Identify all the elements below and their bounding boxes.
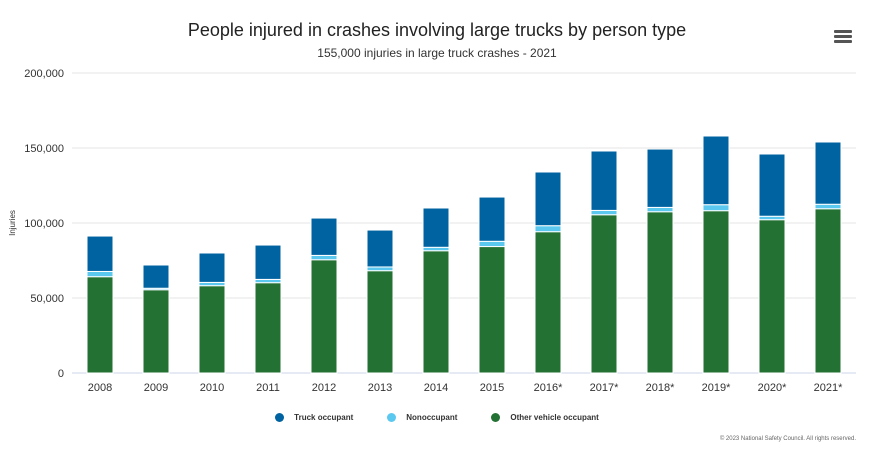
bar-nonoccupant[interactable] (590, 209, 618, 216)
bar-nonoccupant[interactable] (310, 254, 338, 261)
y-axis-label: Injuries (8, 210, 17, 236)
bar-nonoccupant[interactable] (646, 206, 674, 213)
bar-other-vehicle-occupant[interactable] (534, 231, 562, 374)
legend-label: Truck occupant (294, 413, 354, 422)
legend: Truck occupant Nonoccupant Other vehicle o… (0, 413, 874, 422)
x-tick-label: 2019* (702, 382, 731, 394)
bar-truck-occupant[interactable] (142, 264, 170, 289)
bar-nonoccupant[interactable] (478, 240, 506, 248)
x-tick-label: 2011 (256, 382, 280, 394)
bar-truck-occupant[interactable] (422, 207, 450, 248)
y-tick-label: 0 (58, 368, 64, 380)
x-tick-label: 2016* (534, 382, 563, 394)
bar-other-vehicle-occupant[interactable] (254, 282, 282, 374)
y-tick-label: 200,000 (24, 68, 64, 80)
legend-item[interactable]: Other vehicle occupant (491, 413, 599, 422)
bar-truck-occupant[interactable] (646, 148, 674, 208)
bar-other-vehicle-occupant[interactable] (590, 214, 618, 374)
bar-nonoccupant[interactable] (366, 266, 394, 272)
bar-other-vehicle-occupant[interactable] (366, 270, 394, 374)
x-tick-label: 2021* (814, 382, 843, 394)
bar-other-vehicle-occupant[interactable] (86, 276, 114, 374)
credits: © 2023 National Safety Council. All righ… (719, 436, 856, 442)
bar-other-vehicle-occupant[interactable] (142, 289, 170, 374)
legend-item[interactable]: Nonoccupant (387, 413, 457, 422)
bar-nonoccupant[interactable] (702, 204, 730, 212)
x-tick-label: 2008 (88, 382, 112, 394)
bar-other-vehicle-occupant[interactable] (646, 211, 674, 374)
y-tick-label: 50,000 (30, 293, 64, 305)
chart-subtitle: 155,000 injuries in large truck crashes … (317, 46, 557, 60)
y-tick-label: 100,000 (24, 218, 64, 230)
chart-title: People injured in crashes involving larg… (187, 20, 687, 40)
bar-truck-occupant[interactable] (254, 244, 282, 280)
x-tick-label: 2014 (424, 382, 448, 394)
bar-other-vehicle-occupant[interactable] (310, 259, 338, 374)
x-tick-label: 2017* (590, 382, 619, 394)
x-tick-label: 2012 (312, 382, 336, 394)
bar-nonoccupant[interactable] (758, 215, 786, 221)
bar-other-vehicle-occupant[interactable] (198, 285, 226, 374)
bar-truck-occupant[interactable] (702, 135, 730, 206)
x-tick-label: 2009 (144, 382, 168, 394)
bar-truck-occupant[interactable] (758, 153, 786, 217)
legend-marker (387, 413, 397, 422)
x-tick-label: 2010 (200, 382, 224, 394)
hamburger-icon[interactable] (834, 30, 852, 44)
chart-plot: 0 50,000 100,000 150,000 200,000 2008 2009 201… (8, 68, 856, 394)
bar-nonoccupant[interactable] (814, 203, 842, 210)
legend-label: Other vehicle occupant (510, 413, 599, 422)
x-tick-label: 2015 (480, 382, 504, 394)
bar-truck-occupant[interactable] (814, 141, 842, 205)
legend-item[interactable]: Truck occupant (275, 413, 353, 422)
y-tick-label: 150,000 (24, 143, 64, 155)
bar-truck-occupant[interactable] (198, 252, 226, 283)
bar-other-vehicle-occupant[interactable] (478, 246, 506, 374)
bar-nonoccupant[interactable] (534, 225, 562, 233)
bar-other-vehicle-occupant[interactable] (758, 219, 786, 374)
legend-label: Nonoccupant (406, 413, 458, 422)
bar-nonoccupant[interactable] (422, 246, 450, 252)
bar-truck-occupant[interactable] (366, 229, 394, 268)
bar-nonoccupant[interactable] (86, 270, 114, 278)
legend-marker (491, 413, 501, 422)
x-tick-label: 2020* (758, 382, 787, 394)
bar-other-vehicle-occupant[interactable] (422, 250, 450, 374)
bar-truck-occupant[interactable] (310, 217, 338, 256)
bar-truck-occupant[interactable] (590, 150, 618, 211)
bar-truck-occupant[interactable] (478, 196, 506, 242)
bar-other-vehicle-occupant[interactable] (702, 210, 730, 374)
bar-truck-occupant[interactable] (534, 171, 562, 227)
legend-marker (275, 413, 285, 422)
bar-truck-occupant[interactable] (86, 235, 114, 272)
x-tick-label: 2018* (646, 382, 675, 394)
bar-other-vehicle-occupant[interactable] (814, 208, 842, 374)
x-tick-label: 2013 (368, 382, 392, 394)
